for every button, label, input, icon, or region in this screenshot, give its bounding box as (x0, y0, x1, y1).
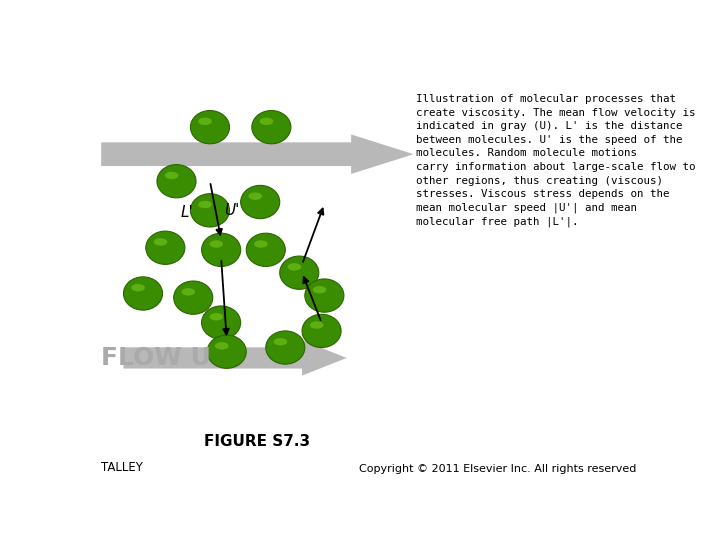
Ellipse shape (207, 335, 246, 368)
Ellipse shape (274, 338, 287, 346)
Text: FLOW U: FLOW U (101, 346, 211, 370)
Ellipse shape (198, 118, 212, 125)
Ellipse shape (246, 233, 285, 266)
Ellipse shape (157, 165, 196, 198)
Ellipse shape (254, 240, 268, 248)
Ellipse shape (202, 233, 240, 266)
Ellipse shape (124, 277, 163, 310)
Ellipse shape (305, 279, 344, 312)
Ellipse shape (240, 185, 280, 219)
Polygon shape (124, 340, 347, 376)
Ellipse shape (165, 172, 179, 179)
Ellipse shape (210, 240, 223, 248)
Ellipse shape (215, 342, 229, 349)
Ellipse shape (280, 256, 319, 289)
Ellipse shape (310, 321, 323, 329)
Ellipse shape (302, 314, 341, 348)
Ellipse shape (153, 238, 167, 246)
Ellipse shape (252, 111, 291, 144)
Text: L': L' (181, 205, 193, 220)
Ellipse shape (145, 231, 185, 265)
Text: Copyright © 2011 Elsevier Inc. All rights reserved: Copyright © 2011 Elsevier Inc. All right… (359, 464, 637, 474)
Ellipse shape (202, 306, 240, 339)
Ellipse shape (190, 111, 230, 144)
Ellipse shape (260, 118, 274, 125)
Text: TALLEY: TALLEY (101, 461, 143, 474)
Polygon shape (101, 134, 414, 174)
Ellipse shape (190, 194, 230, 227)
Ellipse shape (210, 313, 223, 321)
Text: Illustration of molecular processes that
create viscosity. The mean flow velocit: Illustration of molecular processes that… (416, 94, 696, 227)
Ellipse shape (181, 288, 195, 295)
Ellipse shape (174, 281, 213, 314)
Ellipse shape (266, 331, 305, 364)
Ellipse shape (198, 201, 212, 208)
Text: FIGURE S7.3: FIGURE S7.3 (204, 434, 310, 449)
Ellipse shape (287, 263, 301, 271)
Ellipse shape (312, 286, 326, 293)
Ellipse shape (131, 284, 145, 292)
Text: U': U' (224, 203, 239, 218)
Ellipse shape (248, 192, 262, 200)
